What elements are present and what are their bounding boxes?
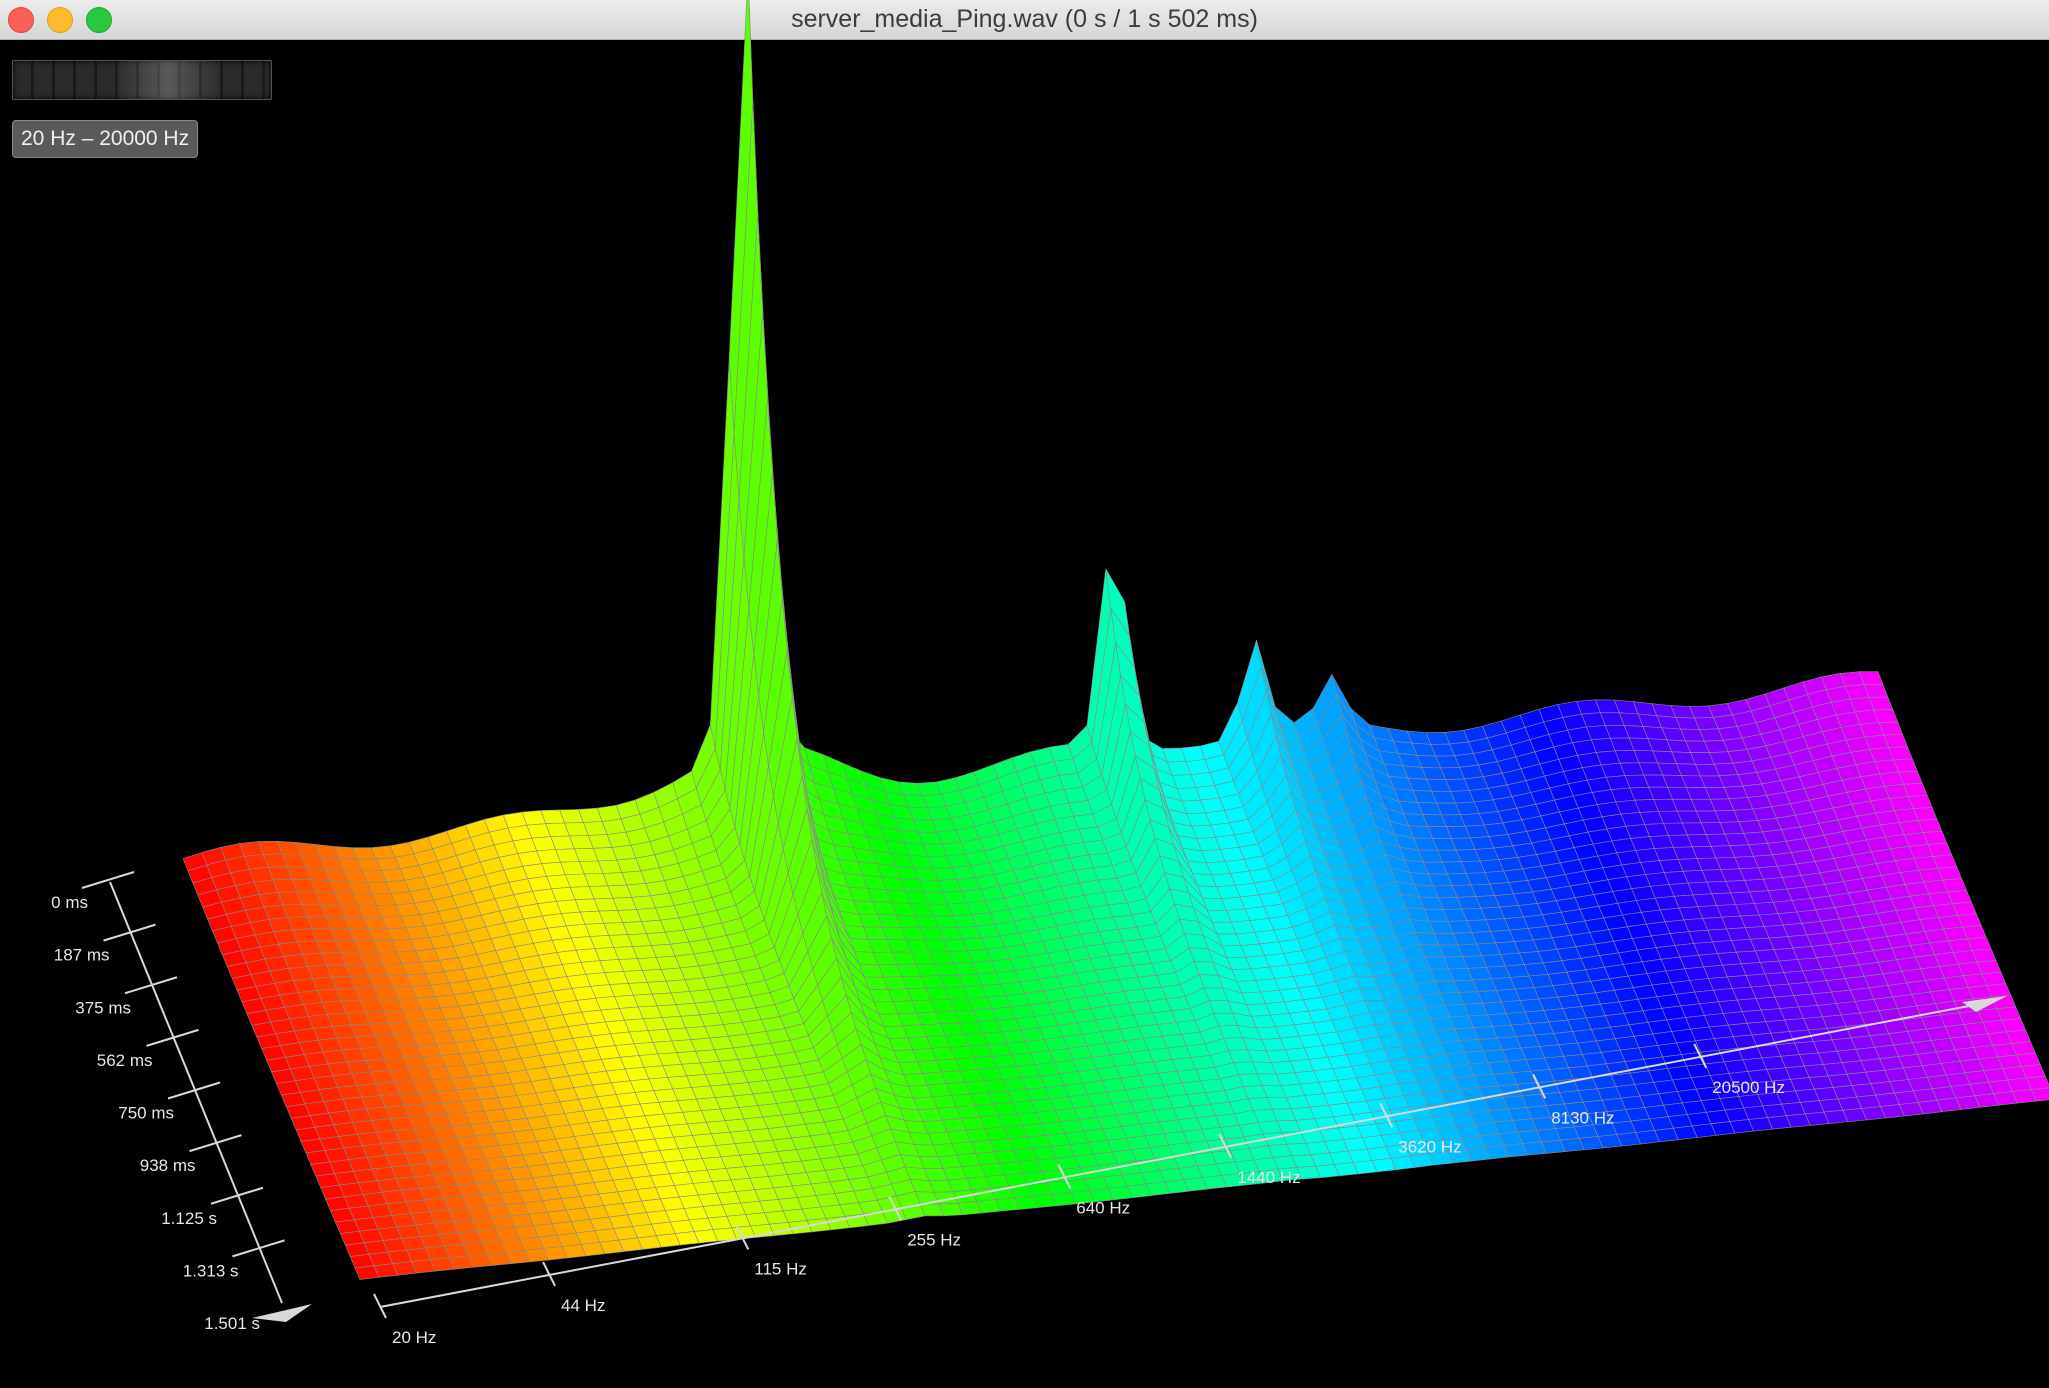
time-axis-tick xyxy=(210,1186,264,1205)
frequency-axis-tick xyxy=(542,1261,556,1287)
time-tick-label: 938 ms xyxy=(140,1156,196,1175)
surface-row xyxy=(216,598,1918,956)
time-tick-label: 187 ms xyxy=(54,946,110,965)
frequency-axis-tick xyxy=(1218,1133,1233,1159)
surface-row xyxy=(275,901,1977,1096)
surface-row xyxy=(339,1052,2041,1246)
spectrum-surface xyxy=(182,0,2049,1280)
minimize-window-button[interactable] xyxy=(47,7,73,33)
surface-row xyxy=(315,994,2017,1188)
surface-row xyxy=(236,774,1938,1003)
surface-row xyxy=(241,808,1943,1014)
title-bar: server_media_Ping.wav (0 s / 1 s 502 ms) xyxy=(0,0,2049,40)
frequency-range-button[interactable]: 20 Hz – 20000 Hz xyxy=(12,120,199,158)
surface-row xyxy=(325,1018,2026,1211)
close-window-button[interactable] xyxy=(8,7,34,33)
time-axis-tick xyxy=(124,976,178,995)
surface-row xyxy=(246,830,1948,1026)
time-tick-label: 375 ms xyxy=(75,998,131,1017)
surface-row xyxy=(310,983,2012,1177)
surface-row xyxy=(266,878,1967,1073)
time-axis-tick xyxy=(232,1239,285,1258)
surface-row xyxy=(182,0,1884,872)
frequency-axis-tick xyxy=(373,1293,387,1319)
time-axis-tick xyxy=(167,1081,221,1100)
time-tick-label: 1.501 s xyxy=(204,1314,260,1333)
frequency-tick-label: 1440 Hz xyxy=(1237,1168,1300,1187)
frequency-axis-line xyxy=(379,1001,1991,1308)
surface-row xyxy=(334,1041,2036,1234)
frequency-tick-label: 20 Hz xyxy=(392,1328,436,1347)
surface-row xyxy=(320,1006,2022,1200)
time-tick-label: 0 ms xyxy=(51,893,88,912)
surface-cell xyxy=(2025,1075,2049,1090)
surface-row xyxy=(305,971,2007,1165)
frequency-axis-tick xyxy=(1693,1043,1708,1069)
frequency-axis-tick xyxy=(735,1224,750,1250)
frequency-tick-label: 115 Hz xyxy=(754,1259,807,1278)
time-axis-line xyxy=(109,881,283,1304)
surface-row xyxy=(192,213,1894,896)
surface-cell xyxy=(2030,1087,2049,1102)
time-tick-label: 1.313 s xyxy=(183,1261,239,1280)
time-axis-tick xyxy=(146,1028,199,1047)
surface-row xyxy=(212,539,1913,944)
surface-row xyxy=(231,737,1933,991)
time-axis-tick xyxy=(81,871,135,889)
time-tick-label: 562 ms xyxy=(97,1051,153,1070)
frequency-tick-label: 640 Hz xyxy=(1076,1198,1130,1217)
frequency-tick-label: 3620 Hz xyxy=(1398,1137,1461,1156)
surface-row xyxy=(349,1075,2049,1269)
time-axis-tick xyxy=(189,1134,242,1153)
time-axis-tick xyxy=(103,923,156,942)
frequency-tick-label: 20500 Hz xyxy=(1712,1078,1785,1097)
surface-row xyxy=(221,650,1923,967)
surface-row xyxy=(285,925,1987,1119)
frequency-axis-arrow xyxy=(1962,996,2007,1012)
zoom-slider[interactable] xyxy=(12,60,272,100)
time-tick-label: 750 ms xyxy=(118,1104,174,1123)
plot-axes: 20 Hz 44 Hz 115 Hz 255 Hz 640 Hz 1440 Hz 3620 … xyxy=(51,871,2007,1347)
frequency-axis-tick xyxy=(1057,1163,1072,1189)
surface-row xyxy=(344,1064,2046,1257)
surface-row xyxy=(290,936,1992,1131)
frequency-tick-label: 8130 Hz xyxy=(1551,1108,1614,1127)
surface-row xyxy=(261,866,1963,1061)
surface-row xyxy=(300,960,2002,1154)
frequency-axis-tick xyxy=(1379,1102,1394,1128)
window-title: server_media_Ping.wav (0 s / 1 s 502 ms) xyxy=(791,5,1258,33)
zoom-window-button[interactable] xyxy=(86,7,112,33)
surface-row xyxy=(280,913,1982,1108)
surface-row xyxy=(202,397,1904,920)
surface-row xyxy=(330,1029,2031,1223)
frequency-tick-label: 44 Hz xyxy=(561,1296,605,1315)
frequency-axis-tick xyxy=(888,1195,903,1221)
frequency-tick-label: 255 Hz xyxy=(907,1230,961,1249)
time-tick-label: 1.125 s xyxy=(161,1209,217,1228)
surface-row xyxy=(197,311,1899,908)
time-axis-arrow xyxy=(252,1304,312,1322)
surface-row xyxy=(295,948,1997,1142)
frequency-axis-tick xyxy=(1532,1073,1547,1099)
surface-row xyxy=(256,854,1958,1049)
